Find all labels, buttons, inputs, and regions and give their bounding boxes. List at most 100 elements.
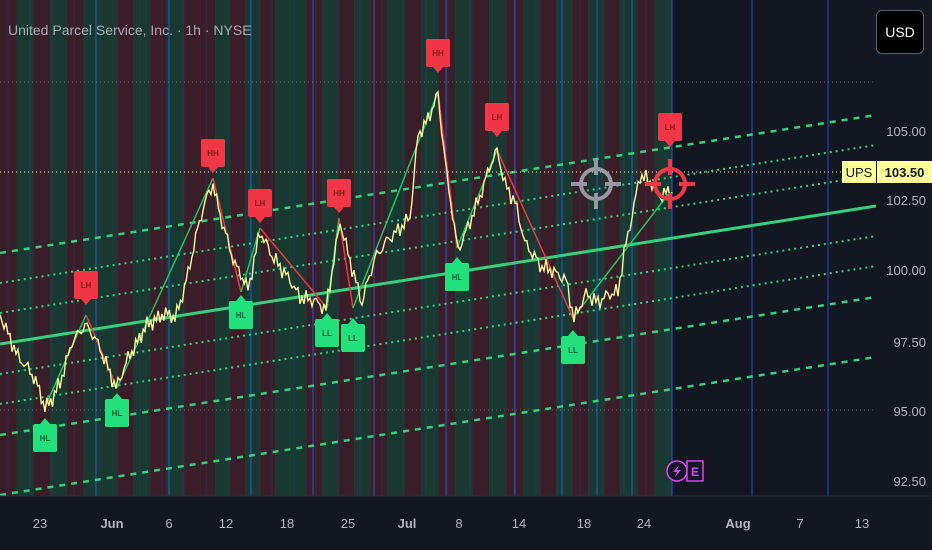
pivot-text: HL — [112, 409, 123, 418]
pivot-high-label: HH — [426, 39, 450, 73]
session-band — [33, 0, 51, 496]
price-axis-label: 105.00 — [886, 124, 926, 139]
session-lines — [7, 0, 829, 496]
session-band — [150, 0, 168, 496]
pivot-text: HH — [207, 149, 219, 158]
session-band — [556, 0, 573, 496]
session-band — [322, 0, 339, 496]
zigzag-segment — [496, 149, 574, 319]
time-axis-label: 7 — [796, 516, 803, 531]
pivot-text: HL — [236, 311, 247, 320]
zigzag-segment — [85, 314, 118, 389]
channel-inner-band — [0, 265, 877, 405]
session-band — [455, 0, 473, 496]
pivot-low-label: HL — [105, 393, 129, 427]
zigzag-segment — [352, 91, 439, 309]
pivot-low-label: HL — [229, 295, 253, 329]
session-band — [100, 0, 118, 496]
zigzag-segment — [326, 217, 340, 309]
pivot-text: LH — [492, 113, 503, 122]
session-band — [166, 0, 184, 496]
time-axis-background[interactable] — [0, 496, 932, 550]
session-band — [338, 0, 355, 496]
time-axis-label: Jun — [100, 516, 123, 531]
crosshair-target-icon[interactable] — [571, 159, 621, 209]
time-axis-label: 18 — [280, 516, 294, 531]
time-axis-label: 14 — [512, 516, 526, 531]
session-band — [215, 0, 231, 496]
time-axis-label: 24 — [637, 516, 651, 531]
session-band — [290, 0, 307, 496]
session-band — [133, 0, 151, 496]
symbol-price-tag: UPS — [842, 161, 876, 183]
pivot-text: HL — [40, 434, 51, 443]
earnings-icon[interactable]: E — [686, 460, 704, 482]
session-band — [637, 0, 656, 496]
time-axis-label: 13 — [855, 516, 869, 531]
session-band — [620, 0, 638, 496]
session-band — [306, 0, 323, 496]
pivot-text: LL — [348, 334, 358, 343]
time-axis-label: 23 — [33, 516, 47, 531]
session-band — [489, 0, 507, 496]
price-axis-label: 92.50 — [893, 474, 926, 489]
session-band — [572, 0, 589, 496]
time-axis-label: 25 — [341, 516, 355, 531]
pivot-text: LH — [255, 199, 266, 208]
price-axis[interactable]: 105.00 102.50 100.00 97.50 95.00 92.50 — [886, 124, 926, 489]
price-axis-label: 97.50 — [893, 335, 926, 350]
pivot-text: LL — [322, 329, 332, 338]
channel-upper-band — [0, 113, 877, 255]
pivot-text: LL — [568, 346, 578, 355]
pivot-high-label: LH — [248, 189, 272, 223]
session-band — [438, 0, 456, 496]
session-band — [472, 0, 490, 496]
pivot-low-label: HL — [445, 257, 469, 291]
pivot-text: LH — [81, 281, 92, 290]
channel-lower-band — [0, 295, 877, 437]
session-band — [0, 0, 18, 496]
time-axis-label: 6 — [165, 516, 172, 531]
session-band — [275, 0, 291, 496]
last-price-label: 103.50 — [876, 161, 932, 183]
price-axis-label: 95.00 — [893, 404, 926, 419]
time-axis-label: 12 — [219, 516, 233, 531]
session-band — [116, 0, 134, 496]
pivot-high-label: LH — [74, 271, 98, 305]
zigzag-segment — [259, 227, 328, 309]
price-axis-label: 100.00 — [886, 263, 926, 278]
session-band — [540, 0, 557, 496]
time-axis[interactable]: 23 Jun 6 12 18 25 Jul 8 14 18 24 Aug 7 13 — [33, 516, 869, 531]
pivot-low-label: LL — [315, 313, 339, 347]
session-band — [66, 0, 84, 496]
session-band — [200, 0, 216, 496]
lightning-icon[interactable] — [666, 460, 688, 482]
pivot-high-label: LH — [485, 103, 509, 137]
channel-outer-band — [0, 355, 877, 497]
background-bands — [0, 0, 673, 496]
pivot-low-label: LL — [561, 330, 585, 364]
session-band — [50, 0, 68, 496]
session-band — [370, 0, 388, 496]
currency-button[interactable]: USD — [876, 10, 924, 54]
pivot-high-label: HH — [201, 139, 225, 173]
session-band — [654, 0, 673, 496]
session-band — [523, 0, 541, 496]
pivot-text: HH — [333, 189, 345, 198]
session-band — [404, 0, 422, 496]
channel-inner-band — [0, 144, 877, 284]
symbol-title[interactable]: United Parcel Service, Inc. · 1h · NYSE — [8, 22, 252, 38]
time-axis-label: Aug — [725, 516, 750, 531]
session-band — [260, 0, 276, 496]
session-band — [183, 0, 201, 496]
crosshair-target-icon[interactable] — [645, 159, 695, 209]
session-band — [245, 0, 261, 496]
session-band — [354, 0, 371, 496]
pivot-high-label: HH — [327, 179, 351, 213]
price-axis-background[interactable] — [876, 0, 932, 496]
time-axis-label: 8 — [455, 516, 462, 531]
pivot-high-label: LH — [658, 113, 682, 147]
pivot-low-label: LL — [341, 318, 365, 352]
channel-inner-band — [0, 174, 877, 314]
